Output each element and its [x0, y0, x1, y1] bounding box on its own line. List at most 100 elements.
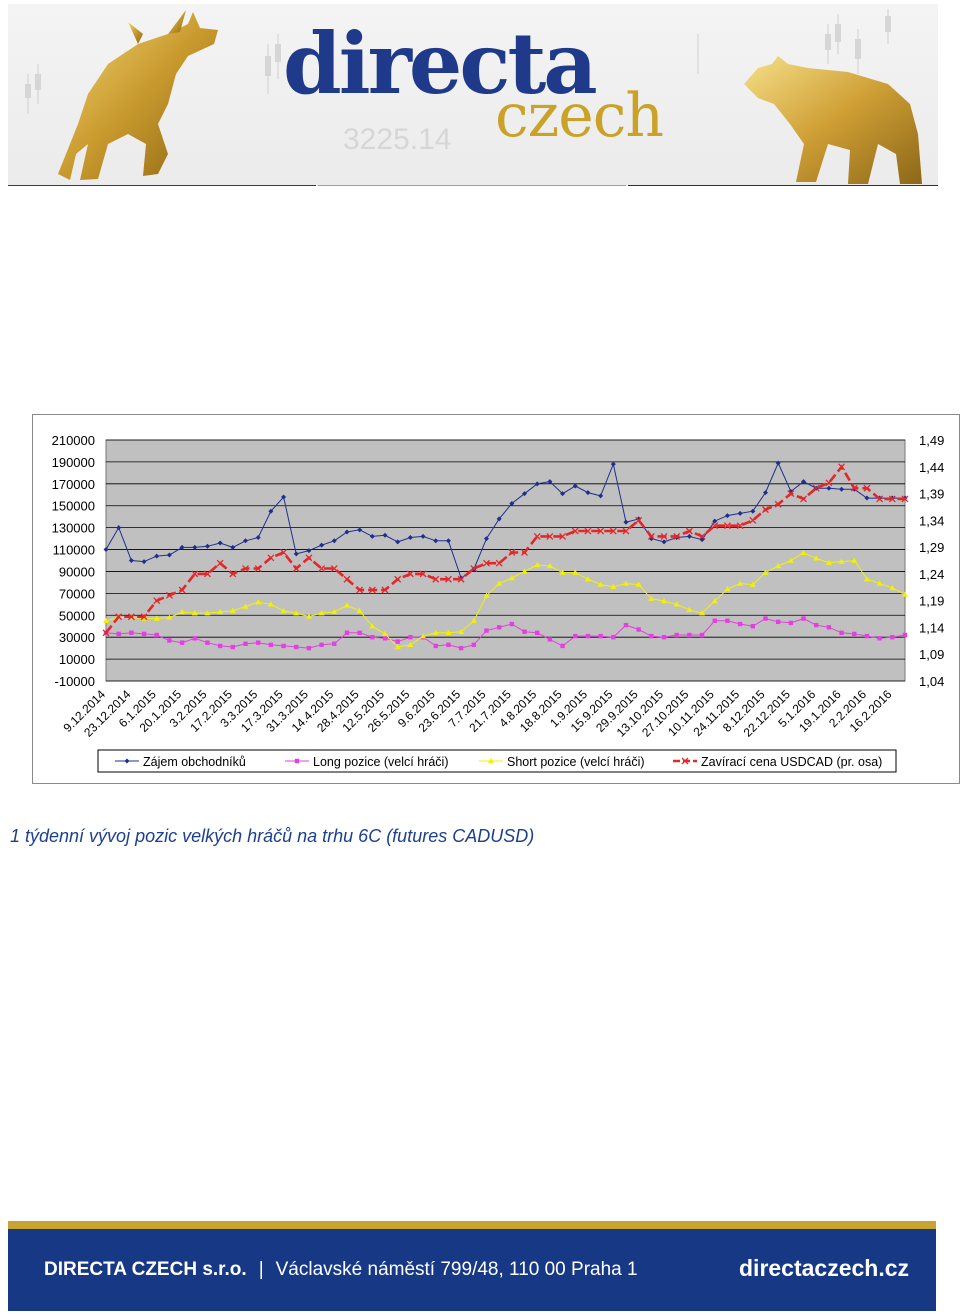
- data-point-series-2: [103, 617, 109, 623]
- left-axis-tick-label: 110000: [53, 543, 95, 558]
- brand-logo: directa czech: [283, 14, 664, 147]
- data-point-series-3: [559, 532, 567, 540]
- data-point-series-2: [445, 629, 452, 635]
- data-point-series-3: [787, 490, 795, 498]
- data-point-series-3: [762, 506, 769, 514]
- data-point-series-2: [508, 575, 515, 581]
- data-point-series-1: [129, 630, 134, 635]
- data-point-series-2: [762, 569, 769, 575]
- data-point-series-2: [686, 606, 693, 612]
- data-point-series-3: [647, 532, 655, 540]
- legend-label: Short pozice (velcí hráči): [507, 755, 645, 769]
- data-point-series-1: [611, 634, 616, 640]
- data-point-series-0: [750, 508, 756, 514]
- data-point-series-3: [292, 565, 300, 572]
- data-point-series-0: [204, 543, 210, 549]
- data-point-series-0: [547, 479, 553, 485]
- data-point-series-3: [635, 516, 643, 524]
- data-point-series-3: [888, 495, 896, 503]
- data-point-series-0: [598, 493, 604, 499]
- data-point-series-1: [661, 634, 667, 640]
- data-point-series-1: [230, 644, 236, 650]
- data-point-series-3: [876, 495, 884, 503]
- data-point-series-2: [902, 591, 908, 597]
- data-point-series-2: [838, 558, 845, 564]
- data-point-series-0: [217, 540, 223, 546]
- data-point-series-3: [470, 565, 478, 572]
- data-point-series-1: [116, 631, 121, 637]
- data-point-series-3: [483, 559, 490, 567]
- data-point-series-0: [522, 491, 528, 497]
- data-point-series-0: [395, 539, 401, 545]
- data-point-series-0: [724, 513, 730, 519]
- data-point-series-1: [623, 622, 629, 628]
- data-point-series-2: [724, 585, 731, 592]
- data-point-series-2: [737, 580, 744, 586]
- data-point-series-0: [762, 490, 768, 496]
- data-point-series-3: [229, 570, 237, 578]
- data-point-series-2: [280, 607, 287, 614]
- data-point-series-1: [167, 638, 172, 643]
- data-point-series-1: [775, 619, 781, 625]
- data-point-series-3: [850, 484, 858, 492]
- data-point-series-0: [141, 559, 147, 565]
- data-point-series-3: [774, 500, 782, 508]
- series-line-2: [105, 552, 906, 648]
- left-axis-tick-label: 30000: [59, 630, 95, 645]
- data-point-series-0: [331, 538, 337, 544]
- data-point-series-1: [192, 636, 197, 641]
- data-point-series-2: [546, 562, 553, 569]
- data-point-series-0: [585, 490, 591, 496]
- data-point-series-1: [598, 633, 603, 639]
- data-point-series-3: [216, 559, 224, 567]
- chart-svg: 210000 190000 170000 150000 130000 110000 9000…: [52, 433, 944, 773]
- data-point-series-3: [419, 570, 427, 578]
- data-point-series-3: [165, 591, 173, 599]
- data-point-series-1: [281, 643, 286, 649]
- data-point-series-1: [877, 636, 882, 641]
- data-point-series-3: [736, 522, 744, 530]
- legend-label: Long pozice (velcí hráči): [313, 755, 448, 769]
- data-point-series-1: [344, 630, 350, 635]
- data-point-series-0: [230, 544, 236, 550]
- legend-swatch-marker: [681, 757, 689, 765]
- right-axis-tick-label: 1,04: [919, 674, 944, 689]
- data-point-series-3: [127, 613, 135, 621]
- data-point-series-1: [839, 630, 844, 635]
- data-point-series-2: [432, 629, 439, 635]
- data-point-series-3: [191, 570, 199, 578]
- data-point-series-1: [522, 629, 527, 634]
- data-point-series-2: [825, 559, 832, 565]
- legend-label: Zájem obchodníků: [143, 755, 246, 769]
- data-point-series-2: [255, 599, 262, 605]
- data-point-series-0: [154, 553, 160, 559]
- data-point-series-2: [610, 583, 617, 589]
- data-point-series-2: [407, 641, 414, 648]
- data-point-series-2: [356, 607, 363, 614]
- left-axis-tick-label: 150000: [52, 499, 95, 514]
- legend-label: Zavírací cena USDCAD (pr. osa): [701, 755, 882, 769]
- data-point-series-2: [876, 580, 883, 586]
- data-point-series-3: [825, 479, 833, 487]
- data-point-series-2: [204, 610, 211, 616]
- data-point-series-0: [128, 558, 134, 563]
- data-point-series-3: [394, 575, 402, 583]
- data-point-series-0: [775, 460, 781, 466]
- data-point-series-3: [381, 586, 389, 594]
- right-axis-tick-label: 1,29: [919, 540, 944, 555]
- data-point-series-2: [673, 601, 680, 607]
- right-axis-tick-label: 1,14: [919, 620, 944, 635]
- footer-gold-stripe: [8, 1221, 936, 1229]
- data-point-series-0: [864, 495, 870, 501]
- data-point-series-0: [103, 547, 109, 553]
- brand-name: directa: [283, 14, 598, 113]
- left-axis-tick-label: 190000: [52, 455, 95, 470]
- footer-website-link[interactable]: directaczech.cz: [739, 1255, 910, 1281]
- data-point-series-2: [787, 557, 794, 563]
- data-point-series-1: [725, 618, 730, 623]
- data-point-series-1: [382, 636, 388, 641]
- data-point-series-0: [281, 494, 287, 500]
- data-point-series-2: [470, 617, 477, 623]
- data-point-series-2: [305, 613, 312, 619]
- data-point-series-3: [622, 527, 630, 535]
